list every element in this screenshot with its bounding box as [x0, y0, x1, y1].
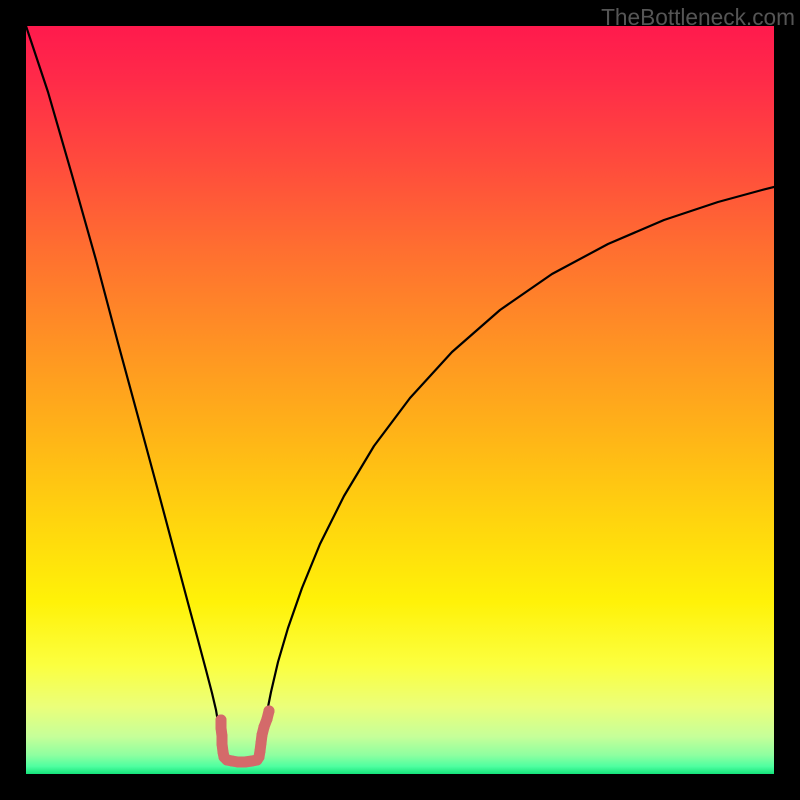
watermark-text: TheBottleneck.com — [601, 4, 795, 31]
plot-area — [26, 26, 774, 774]
chart-svg — [26, 26, 774, 774]
marker-dot — [264, 706, 275, 717]
gradient-background — [26, 26, 774, 774]
